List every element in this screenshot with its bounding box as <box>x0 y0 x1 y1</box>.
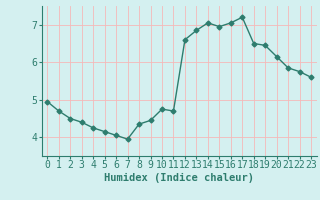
X-axis label: Humidex (Indice chaleur): Humidex (Indice chaleur) <box>104 173 254 183</box>
